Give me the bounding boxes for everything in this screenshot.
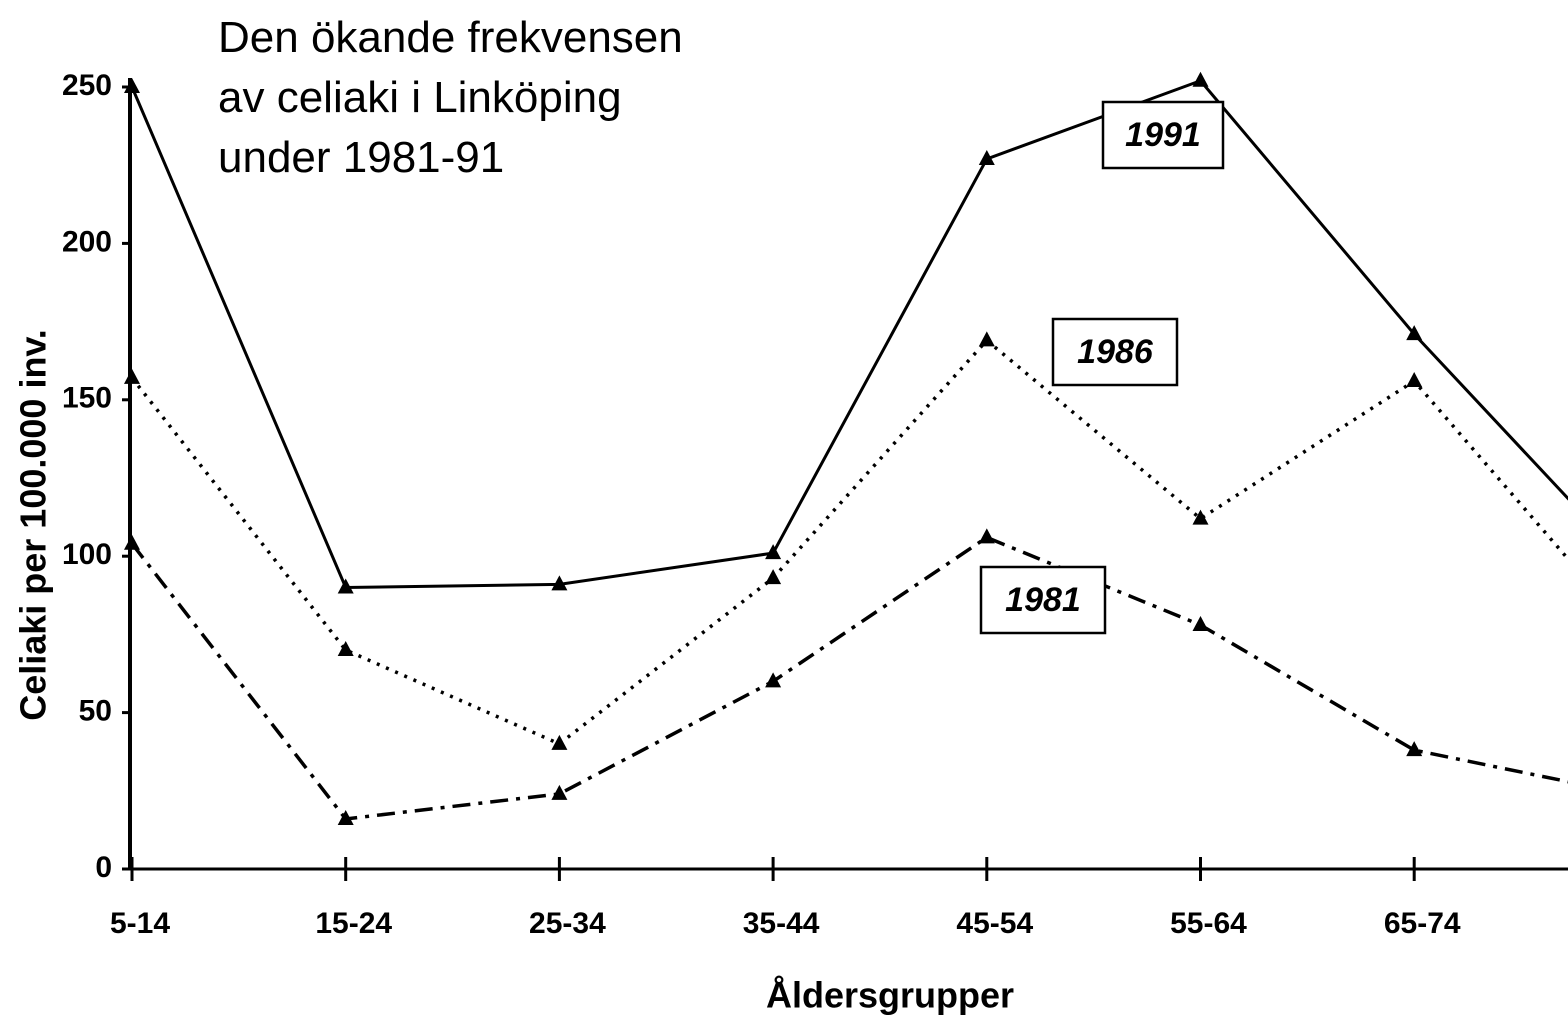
x-tick-label: 65-74	[1384, 907, 1461, 940]
series-label: 1991	[1125, 116, 1201, 154]
point-marker	[1406, 325, 1423, 341]
point-marker	[1406, 372, 1423, 388]
series-label-box	[979, 565, 1107, 635]
y-tick-label: 100	[62, 538, 112, 571]
x-tick-label: 5-14	[110, 907, 170, 940]
chart-title: under 1981-91	[218, 133, 504, 182]
x-tick-label: 25-34	[529, 907, 606, 940]
series-label: 1986	[1077, 333, 1154, 371]
x-tick-label: 35-44	[743, 907, 820, 940]
x-tick-label: 15-24	[315, 907, 392, 940]
chart-title: av celiaki i Linköping	[218, 73, 622, 122]
series-line	[130, 535, 1568, 821]
series-label-box	[1101, 100, 1225, 170]
x-tick-label: 45-54	[956, 907, 1033, 940]
point-marker	[124, 78, 140, 93]
y-axis-title: Celiaki per 100.000 inv.	[13, 329, 54, 721]
y-tick-label: 150	[62, 382, 112, 415]
x-axis-title: Åldersgrupper	[766, 975, 1014, 1016]
point-marker	[1406, 741, 1423, 757]
point-marker	[978, 331, 995, 347]
y-tick-label: 0	[95, 851, 112, 884]
point-marker	[1192, 71, 1209, 87]
point-marker	[337, 641, 354, 657]
y-tick-label: 50	[79, 695, 112, 728]
point-marker	[337, 809, 354, 825]
point-marker	[978, 528, 995, 544]
point-marker	[765, 544, 782, 560]
point-marker	[551, 575, 568, 591]
point-marker	[551, 734, 568, 750]
point-marker	[765, 569, 782, 585]
y-tick-label: 200	[62, 225, 112, 258]
series-line	[130, 337, 1568, 746]
series-line	[130, 78, 1568, 589]
point-marker	[1192, 509, 1209, 525]
x-tick-label: 55-64	[1170, 907, 1247, 940]
point-marker	[337, 578, 354, 594]
point-marker	[1192, 616, 1209, 632]
chart-title: Den ökande frekvensen	[218, 13, 683, 62]
series-label-box	[1051, 317, 1179, 387]
point-marker	[124, 368, 140, 384]
y-tick-label: 250	[62, 69, 112, 102]
point-marker	[124, 534, 140, 550]
point-marker	[551, 784, 568, 800]
series-label: 1981	[1005, 581, 1081, 619]
point-marker	[765, 672, 782, 688]
point-marker	[978, 149, 995, 165]
